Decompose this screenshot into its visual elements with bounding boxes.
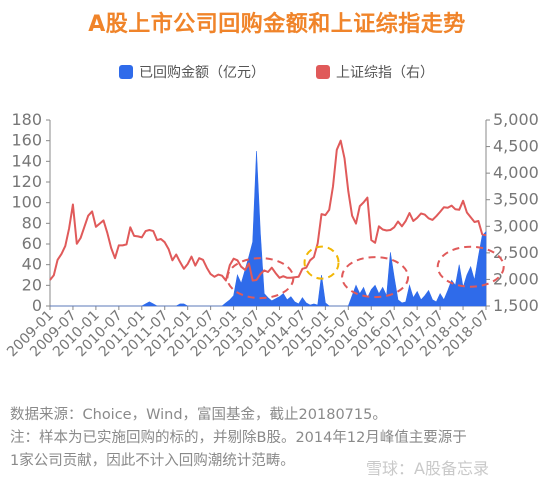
note-line-2: 1家公司贡献，因此不计入回购潮统计范畴。 [10, 453, 295, 469]
y-left-tick-label: 160 [11, 131, 42, 150]
y-left-tick-label: 120 [11, 172, 42, 191]
chart-title: A股上市公司回购金额和上证综指走势 [88, 12, 466, 37]
y-left-tick-label: 20 [22, 275, 42, 294]
y-left-tick-label: 40 [22, 255, 42, 274]
chart-legend: 已回购金额（亿元） 上证综指（右） [0, 62, 554, 82]
y-right-tick-label: 4,500 [493, 137, 539, 156]
y-left-tick-label: 140 [11, 151, 42, 170]
y-right-tick-label: 5,000 [493, 110, 539, 129]
legend-item-index[interactable]: 上证综指（右） [316, 62, 434, 82]
watermark: 雪球：A股备忘录 [366, 459, 489, 478]
annotation-ellipse [303, 245, 340, 280]
note-line-1: 注：样本为已实施回购的标的，并剔除B股。2014年12月峰值主要源于 [10, 430, 467, 446]
legend-swatch-buyback [119, 65, 133, 79]
buyback-area [50, 150, 487, 307]
y-right-tick-label: 1,500 [493, 296, 539, 315]
y-left-tick-label: 80 [22, 213, 42, 232]
legend-label-buyback: 已回购金额（亿元） [139, 65, 265, 81]
annotation-ellipse [341, 256, 410, 299]
y-left-tick-label: 100 [11, 193, 42, 212]
y-left-tick-label: 0 [32, 296, 42, 315]
y-left-tick-label: 180 [11, 110, 42, 129]
chart-notes: 数据来源：Choice，Wind，富国基金，截止20180715。 注：样本为已… [10, 404, 554, 473]
y-right-tick-label: 4,000 [493, 163, 539, 182]
y-left-tick-label: 60 [22, 234, 42, 253]
index-line [49, 139, 487, 282]
y-right-tick-label: 3,000 [493, 216, 539, 235]
legend-item-buyback[interactable]: 已回购金额（亿元） [119, 62, 265, 82]
y-right-tick-label: 2,000 [493, 269, 539, 288]
y-right-tick-label: 2,500 [493, 243, 539, 262]
legend-label-index: 上证综指（右） [336, 65, 434, 81]
note-source: 数据来源：Choice，Wind，富国基金，截止20180715。 [10, 407, 387, 423]
y-right-tick-label: 3,500 [493, 190, 539, 209]
annotation-ellipse [226, 257, 295, 300]
annotation-ellipse [436, 245, 505, 288]
legend-swatch-index [316, 65, 330, 79]
